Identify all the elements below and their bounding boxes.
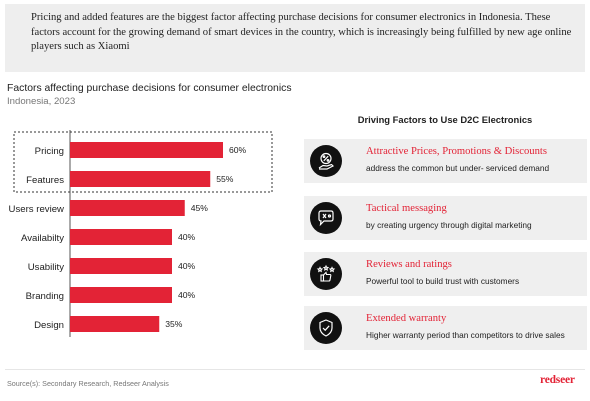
driver-card-reviews: Reviews and ratings Powerful tool to bui… [304, 252, 587, 296]
driver-card-warranty: Extended warranty Higher warranty period… [304, 306, 587, 350]
value-label: 40% [178, 232, 196, 242]
value-label: 55% [216, 174, 234, 184]
bar [70, 287, 172, 303]
category-label: Features [26, 175, 64, 186]
driver-description: address the common but under- serviced d… [366, 163, 550, 173]
bar [70, 258, 172, 274]
bar [70, 142, 223, 158]
bar [70, 171, 211, 187]
category-label: Users review [9, 204, 65, 215]
driver-card-prices: Attractive Prices, Promotions & Discount… [304, 139, 587, 183]
drivers-title: Driving Factors to Use D2C Electronics [357, 114, 533, 125]
value-label: 40% [178, 261, 196, 271]
shield-check-icon [310, 312, 342, 344]
bar [70, 229, 172, 245]
category-label: Design [34, 320, 64, 331]
summary-banner: Pricing and added features are the bigge… [5, 4, 585, 72]
bar-chart: Pricing 60% Features 55% Users review 45% Avai… [9, 130, 273, 337]
discount-hand-icon [310, 145, 342, 177]
footer-divider [5, 369, 585, 370]
category-label: Pricing [35, 146, 64, 157]
brand-logo: redseer [540, 374, 575, 386]
driver-description: by creating urgency through digital mark… [366, 220, 532, 230]
category-label: Usability [28, 262, 64, 273]
driver-heading: Extended warranty [366, 313, 447, 324]
category-label: Branding [26, 291, 64, 302]
highlight-box [13, 131, 273, 193]
value-label: 35% [165, 319, 183, 329]
source-note: Source(s): Secondary Research, Redseer A… [7, 379, 169, 388]
value-label: 60% [229, 145, 247, 155]
driver-heading: Tactical messaging [366, 203, 447, 214]
driver-description: Higher warranty period than competitors … [366, 330, 565, 340]
chart-subtitle: Indonesia, 2023 [7, 96, 76, 107]
value-label: 40% [178, 290, 196, 300]
category-label: Availabilty [21, 233, 64, 244]
driver-heading: Reviews and ratings [366, 259, 452, 270]
thumbs-up-stars-icon [310, 258, 342, 290]
message-bubble-icon [310, 202, 342, 234]
driver-description: Powerful tool to build trust with custom… [366, 276, 520, 286]
summary-text: Pricing and added features are the bigge… [31, 12, 572, 53]
driver-card-messaging: Tactical messaging by creating urgency t… [304, 196, 587, 240]
value-label: 45% [191, 203, 209, 213]
driver-heading: Attractive Prices, Promotions & Discount… [366, 146, 547, 157]
bar [70, 200, 185, 216]
chart-title: Factors affecting purchase decisions for… [7, 83, 292, 94]
bar [70, 316, 160, 332]
